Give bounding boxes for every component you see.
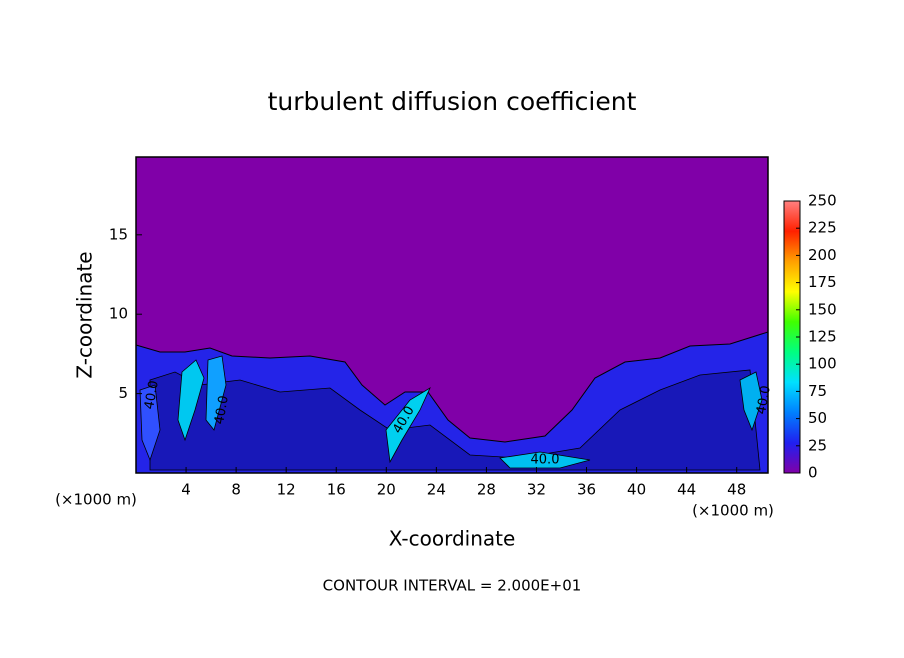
turbulent-core <box>149 369 761 471</box>
y-unit: (×1000 m) <box>55 491 137 509</box>
y-tick-label: 15 <box>109 225 128 243</box>
x-tick-label: 16 <box>327 481 346 499</box>
streak <box>205 355 227 431</box>
x-tick-label: 8 <box>231 481 241 499</box>
colorbar-tick-label: 25 <box>808 436 827 454</box>
x-tick-label: 12 <box>277 481 296 499</box>
footer: CONTOUR INTERVAL = 2.000E+01 <box>323 577 582 595</box>
contour-label: 40.0 <box>212 394 232 425</box>
colorbar-tick-label: 125 <box>808 328 837 346</box>
streak <box>177 359 205 442</box>
x-tick-label: 48 <box>727 481 746 499</box>
x-tick-label: 44 <box>677 481 696 499</box>
y-tick-label: 5 <box>118 384 128 402</box>
x-tick-label: 32 <box>527 481 546 499</box>
y-tick-label: 10 <box>109 305 128 323</box>
streak <box>739 371 763 432</box>
x-unit: (×1000 m) <box>692 502 774 520</box>
contour-label: 40.0 <box>754 384 774 415</box>
x-tick-label: 4 <box>181 481 191 499</box>
streak <box>499 451 591 469</box>
colorbar-tick-label: 175 <box>808 273 837 291</box>
colorbar-tick-label: 225 <box>808 219 837 237</box>
x-tick-label: 40 <box>627 481 646 499</box>
colorbar-tick-label: 50 <box>808 409 827 427</box>
colorbar-tick-label: 75 <box>808 382 827 400</box>
colorbar-tick-label: 100 <box>808 355 837 373</box>
colorbar-tick-label: 250 <box>808 192 837 210</box>
plot-frame <box>135 156 769 474</box>
x-axis-label: X-coordinate <box>389 527 516 551</box>
x-tick-label: 24 <box>427 481 446 499</box>
colorbar-tick-label: 150 <box>808 300 837 318</box>
streak <box>385 386 431 464</box>
chart-title: turbulent diffusion coefficient <box>268 87 637 116</box>
x-tick-label: 28 <box>477 481 496 499</box>
streak <box>139 384 161 462</box>
contour-label: 40.0 <box>531 453 560 468</box>
y-axis-label: Z-coordinate <box>73 251 97 378</box>
x-tick-label: 36 <box>577 481 596 499</box>
colorbar-tick-label: 200 <box>808 246 837 264</box>
plot-field <box>135 156 769 474</box>
colorbar-tick-label: 0 <box>808 464 818 482</box>
x-tick-label: 20 <box>377 481 396 499</box>
contour-label: 40.0 <box>142 379 162 410</box>
